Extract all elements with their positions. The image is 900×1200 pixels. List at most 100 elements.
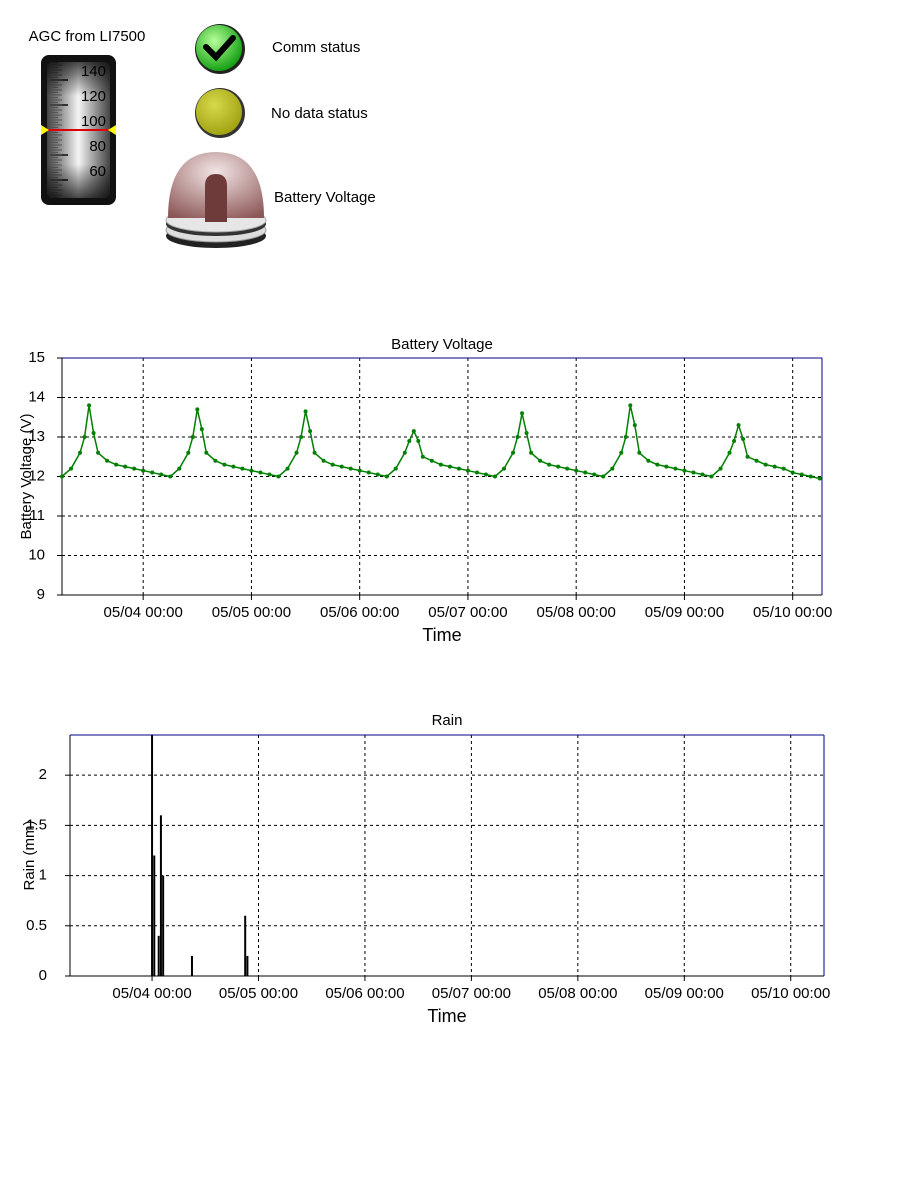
y-axis-label: Rain (mm): [21, 820, 38, 890]
point: [646, 458, 651, 463]
point: [529, 450, 534, 455]
x-tick-label: 05/10 00:00: [753, 604, 832, 621]
point: [330, 462, 335, 467]
status-label: No data status: [271, 105, 368, 122]
point: [195, 407, 200, 412]
point: [754, 458, 759, 463]
point: [321, 458, 326, 463]
x-tick-label: 05/08 00:00: [538, 985, 617, 1002]
point: [736, 423, 741, 428]
point: [619, 450, 624, 455]
point: [538, 458, 543, 463]
bar: [162, 875, 165, 976]
point: [105, 458, 110, 463]
point: [429, 458, 434, 463]
point: [574, 468, 579, 473]
line: [61, 405, 820, 480]
point: [348, 466, 353, 471]
point: [709, 474, 714, 479]
point: [447, 464, 452, 469]
x-tick-label: 05/06 00:00: [325, 985, 404, 1002]
y-tick-label: 14: [28, 388, 45, 405]
point: [817, 476, 822, 481]
point: [515, 435, 520, 439]
point: [583, 470, 588, 475]
x-tick-label: 05/08 00:00: [537, 604, 616, 621]
point: [502, 466, 507, 471]
point: [565, 466, 570, 471]
point: [438, 462, 443, 467]
point: [339, 464, 344, 469]
point: [249, 468, 254, 473]
status-label: Comm status: [272, 39, 360, 56]
point: [664, 464, 669, 469]
point: [190, 435, 195, 439]
point: [556, 464, 561, 469]
point: [78, 450, 83, 455]
point: [691, 470, 696, 475]
point: [357, 468, 362, 473]
point: [82, 435, 87, 439]
point: [511, 450, 516, 455]
point: [700, 472, 705, 477]
y-axis-label: Battery Voltage (V): [18, 414, 35, 540]
check-mark: [203, 35, 236, 62]
status-label: Battery Voltage: [274, 189, 376, 206]
point: [741, 436, 746, 441]
point: [384, 474, 389, 479]
point: [623, 435, 628, 439]
x-tick-label: 05/10 00:00: [751, 985, 830, 1002]
y-tick-label: 12: [28, 467, 45, 484]
point: [159, 472, 164, 477]
point: [682, 468, 687, 473]
point: [177, 466, 182, 471]
point: [673, 466, 678, 471]
point: [276, 474, 281, 479]
point: [732, 438, 737, 443]
x-axis-label: Time: [422, 625, 461, 645]
bar: [157, 935, 160, 976]
point: [601, 474, 606, 479]
x-tick-label: 05/04 00:00: [104, 604, 183, 621]
point: [790, 470, 795, 475]
x-tick-label: 05/05 00:00: [219, 985, 298, 1002]
point: [420, 454, 425, 459]
x-tick-label: 05/06 00:00: [320, 604, 399, 621]
x-tick-label: 05/05 00:00: [212, 604, 291, 621]
point: [745, 454, 750, 459]
point: [294, 450, 299, 455]
y-tick-label: 0.5: [26, 917, 47, 934]
point: [299, 435, 304, 439]
point: [60, 474, 64, 479]
point: [524, 431, 529, 436]
y-tick-label: 9: [37, 586, 45, 603]
point: [465, 468, 470, 473]
bar: [151, 735, 154, 976]
bar: [244, 915, 247, 976]
point: [727, 450, 732, 455]
battery-lamp: [165, 152, 267, 248]
point: [91, 431, 96, 436]
y-tick-label: 13: [28, 428, 45, 445]
bar: [153, 855, 156, 976]
x-tick-label: 05/09 00:00: [645, 985, 724, 1002]
bar: [190, 955, 193, 976]
bar: [159, 815, 162, 976]
point: [416, 438, 421, 443]
point: [186, 450, 191, 455]
point: [520, 411, 525, 416]
gauge-pointer: [41, 125, 49, 135]
y-tick-label: 0: [39, 967, 47, 984]
point: [483, 472, 488, 477]
nodata-icon: [196, 89, 242, 135]
point: [114, 462, 119, 467]
point: [637, 450, 642, 455]
x-tick-label: 05/07 00:00: [432, 985, 511, 1002]
x-tick-label: 05/09 00:00: [645, 604, 724, 621]
point: [718, 466, 723, 471]
point: [168, 474, 173, 479]
point: [763, 462, 768, 467]
point: [474, 470, 479, 475]
point: [123, 464, 128, 469]
